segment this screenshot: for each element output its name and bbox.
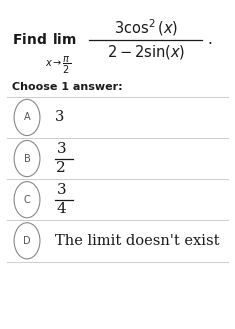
Text: 3: 3 [56, 184, 66, 197]
Text: $\mathbf{Find}$: $\mathbf{Find}$ [12, 32, 47, 47]
Text: $\mathbf{lim}$: $\mathbf{lim}$ [52, 32, 76, 47]
Text: 3: 3 [55, 111, 65, 124]
Text: D: D [23, 236, 31, 246]
Text: C: C [24, 195, 30, 205]
Text: A: A [24, 113, 30, 122]
Text: $3\cos^2(x)$: $3\cos^2(x)$ [114, 18, 178, 38]
Text: Choose 1 answer:: Choose 1 answer: [12, 82, 122, 92]
Text: 2: 2 [56, 161, 66, 175]
Text: $2-2\sin(x)$: $2-2\sin(x)$ [106, 43, 185, 61]
Text: The limit doesn't exist: The limit doesn't exist [55, 234, 220, 248]
Text: $x \to \dfrac{\pi}{2}$: $x \to \dfrac{\pi}{2}$ [45, 55, 71, 76]
Text: $.$: $.$ [207, 33, 212, 47]
Text: 3: 3 [56, 142, 66, 156]
Text: B: B [24, 154, 30, 164]
Text: 4: 4 [56, 202, 66, 216]
